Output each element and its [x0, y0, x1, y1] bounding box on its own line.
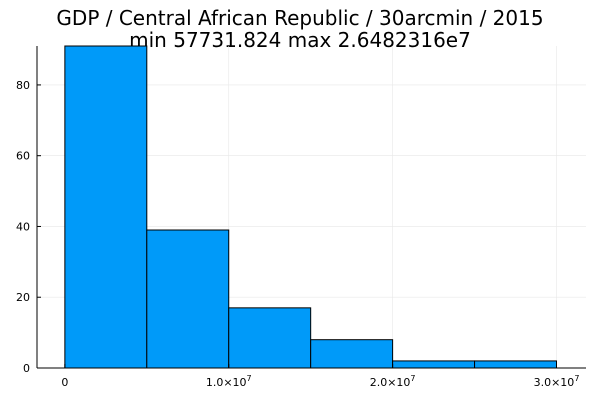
x-tick-label: 2.0×107 [370, 374, 416, 389]
chart-subtitle: min 57731.824 max 2.6482316e7 [129, 28, 471, 52]
x-tick-mantissa: 1.0×10 [206, 376, 247, 389]
histogram-bar [474, 360, 558, 369]
chart-title: GDP / Central African Republic / 30arcmi… [56, 6, 544, 30]
bars-layer [64, 45, 558, 369]
histogram-bar [228, 307, 312, 369]
axes-layer [36, 46, 586, 369]
x-tick-label: 3.0×107 [534, 374, 580, 389]
y-tick-label: 20 [16, 291, 30, 304]
y-tick-label: 80 [16, 79, 30, 92]
x-tick-exponent: 7 [247, 374, 252, 383]
x-tick-label: 1.0×107 [206, 374, 252, 389]
x-tick-exponent: 7 [410, 374, 415, 383]
y-tick-label: 0 [23, 362, 30, 375]
x-tick-label: 0 [61, 376, 68, 389]
x-tick-mantissa: 3.0×10 [534, 376, 575, 389]
histogram-bar [392, 360, 476, 369]
histogram-bar [310, 339, 394, 369]
x-tick-exponent: 7 [574, 374, 579, 383]
histogram-bar [146, 229, 230, 369]
histogram-bar [64, 45, 148, 369]
y-tick-label: 60 [16, 150, 30, 163]
y-tick-label: 40 [16, 220, 30, 233]
x-tick-mantissa: 2.0×10 [370, 376, 411, 389]
